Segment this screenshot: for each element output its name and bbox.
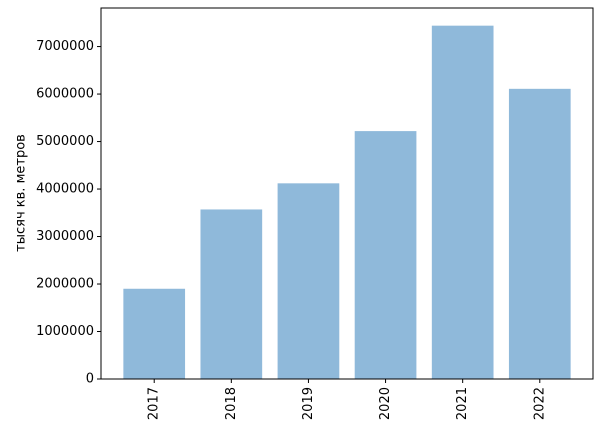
y-tick-label: 2000000 <box>36 277 94 292</box>
bar <box>123 288 186 379</box>
x-tick-label: 2018 <box>224 387 239 420</box>
x-tick-label: 2021 <box>455 387 470 420</box>
y-tick-label: 4000000 <box>36 182 94 197</box>
bar <box>200 209 263 379</box>
y-axis-label: тысяч кв. метров <box>14 134 29 252</box>
bar <box>354 131 417 379</box>
bar <box>431 25 494 380</box>
x-tick-label: 2022 <box>532 387 547 420</box>
y-tick-label: 6000000 <box>36 87 94 102</box>
x-tick-label: 2020 <box>378 387 393 420</box>
x-tick-label: 2017 <box>147 387 162 420</box>
y-tick-label: 1000000 <box>36 324 94 339</box>
y-tick-label: 0 <box>86 372 94 387</box>
y-tick-label: 7000000 <box>36 39 94 54</box>
x-tick-label: 2019 <box>301 387 316 420</box>
bar <box>277 183 340 379</box>
bar <box>508 88 571 380</box>
y-tick-label: 5000000 <box>36 134 94 149</box>
plot-frame <box>100 7 594 380</box>
y-tick-label: 3000000 <box>36 229 94 244</box>
